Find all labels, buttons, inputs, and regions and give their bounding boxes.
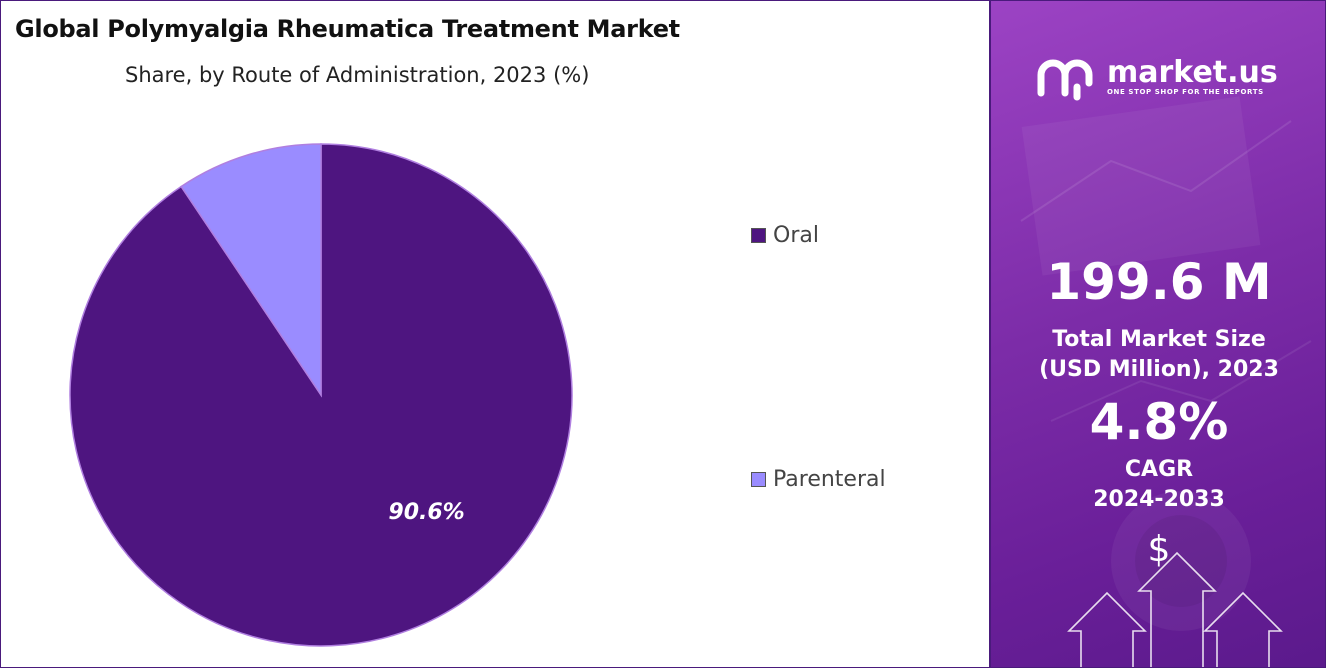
chart-title: Global Polymyalgia Rheumatica Treatment … bbox=[15, 15, 680, 43]
legend-swatch-parenteral bbox=[751, 472, 766, 487]
brand-tagline: ONE STOP SHOP FOR THE REPORTS bbox=[1107, 88, 1264, 96]
chart-panel: Global Polymyalgia Rheumatica Treatment … bbox=[1, 1, 989, 667]
legend-swatch-oral bbox=[751, 228, 766, 243]
pie-chart: 90.6% bbox=[69, 143, 573, 647]
legend-label-oral: Oral bbox=[773, 223, 819, 248]
pie-slice-parenteral bbox=[180, 143, 322, 398]
cagr-value: 4.8% bbox=[1089, 393, 1229, 451]
chart-subtitle: Share, by Route of Administration, 2023 … bbox=[125, 63, 590, 87]
data-label-oral: 90.6% bbox=[388, 500, 464, 525]
market-size-label: Total Market Size bbox=[1052, 327, 1266, 352]
brand-name: market.us bbox=[1107, 55, 1278, 90]
cagr-label: CAGR bbox=[1124, 457, 1194, 482]
cagr-period: 2024-2033 bbox=[1093, 487, 1225, 512]
legend-label-parenteral: Parenteral bbox=[773, 467, 886, 492]
dollar-icon: $ bbox=[1147, 529, 1171, 570]
market-us-logo-icon bbox=[1037, 59, 1093, 101]
brand-logo: market.us ONE STOP SHOP FOR THE REPORTS bbox=[1035, 53, 1278, 101]
summary-panel: market.us ONE STOP SHOP FOR THE REPORTS … bbox=[989, 1, 1325, 667]
market-size-value: 199.6 M bbox=[1046, 253, 1272, 311]
background-decoration bbox=[1020, 96, 1312, 667]
legend-item-oral: Oral bbox=[751, 223, 819, 248]
legend-item-parenteral: Parenteral bbox=[751, 467, 886, 492]
growth-arrows-icon bbox=[1067, 551, 1283, 667]
market-size-unit-label: (USD Million), 2023 bbox=[1039, 357, 1279, 382]
